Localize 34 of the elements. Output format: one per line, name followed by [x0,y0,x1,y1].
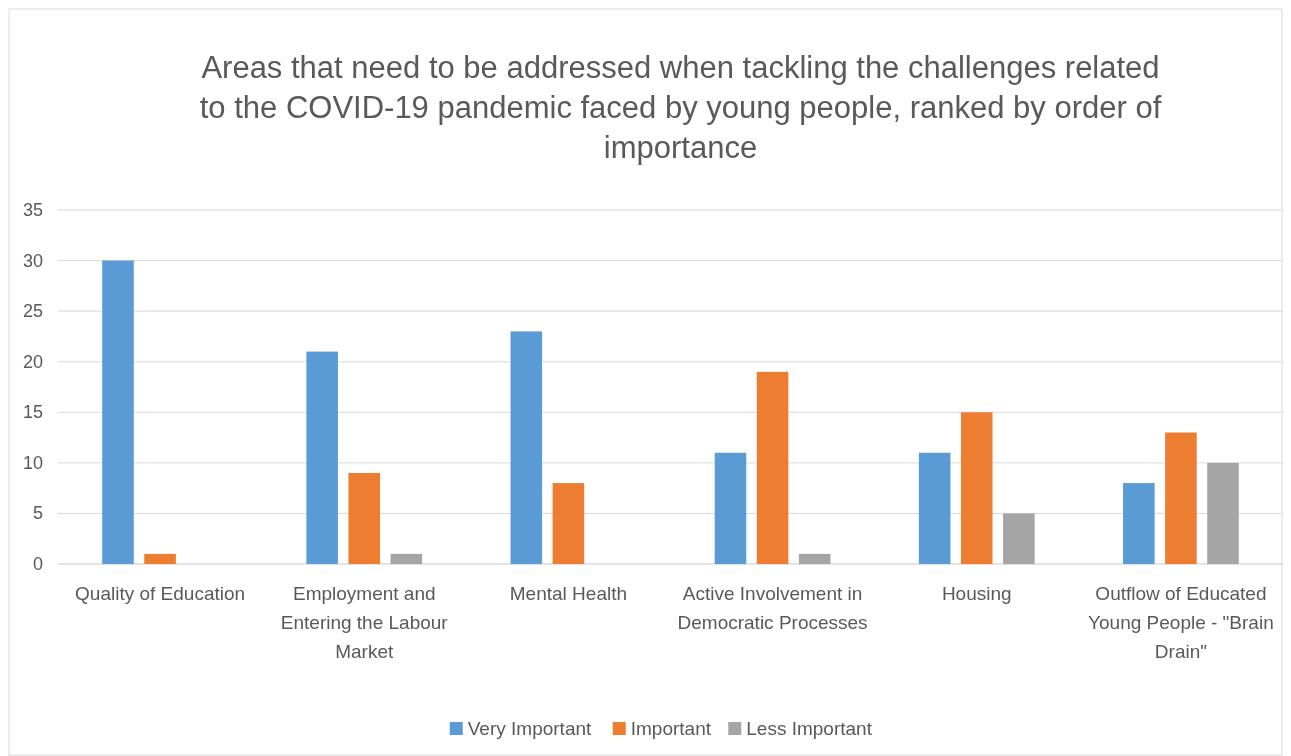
chart-title: Areas that need to be addressed when tackling the challenges related to the COVID-19 pandemic faced by young people, ranked by order of importance [199,50,1162,165]
bar [390,553,423,564]
x-tick-label: Housing [941,583,1012,604]
bar [918,452,951,564]
bar [306,351,338,564]
bar [1207,462,1239,564]
legend-label: Important [630,718,712,739]
x-tick-label: Active Involvement in Democratic Processes [677,583,868,633]
y-tick-label: 25 [22,301,43,322]
y-tick-label: 5 [32,503,43,524]
legend-label: Less Important [746,718,873,739]
bar [756,371,789,564]
bar [552,483,585,564]
legend-label: Very Important [467,718,593,739]
y-tick-label: 0 [32,554,43,574]
bar [1003,513,1035,564]
x-tick-label: Outflow of Educated Young People - "Brain Drain" [1088,583,1274,662]
bar [102,260,134,564]
y-tick-label: 35 [22,200,43,220]
x-tick-label: Employment and Entering the Labour Market [280,583,449,662]
y-tick-label: 20 [22,351,43,372]
y-tick-label: 30 [22,250,43,271]
x-tick-label: Quality of Education [75,583,246,604]
y-tick-label: 15 [22,402,43,423]
y-tick-label: 10 [22,452,43,473]
bar [960,412,993,564]
bar [1123,483,1155,564]
bar [144,553,176,564]
bar [714,452,747,564]
bar [510,331,543,564]
bar [348,472,381,564]
x-tick-label: Mental Health [509,583,628,604]
bar [1165,432,1197,564]
bar [798,553,831,564]
